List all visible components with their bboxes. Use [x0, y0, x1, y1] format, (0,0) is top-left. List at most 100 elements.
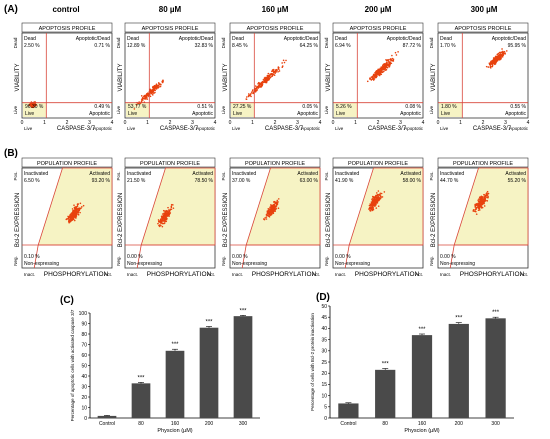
y-axis-live-label: Live	[13, 105, 18, 114]
apoptosis-event-dot	[497, 52, 500, 55]
population-event-dot	[474, 210, 476, 213]
apoptosis-event-dot	[378, 74, 381, 77]
x-tick-label: 0	[229, 120, 232, 126]
population-event-dot	[82, 204, 85, 207]
apoptosis-event-dot	[251, 89, 254, 91]
quadrant-value-inactivated: 41.90 %	[335, 178, 354, 184]
quadrant-name-dead: Dead	[335, 36, 347, 42]
y-axis-neg-label: Neg.	[221, 256, 226, 266]
quadrant-value-inactivated: 21.50 %	[127, 178, 146, 184]
population-event-dot	[168, 212, 170, 214]
apoptosis-event-dot	[370, 79, 373, 81]
quadrant-value-live: 96.30 %	[25, 104, 44, 110]
apoptosis-event-dot	[500, 51, 503, 54]
apoptosis-x-axis-label: CASPASE-3/7	[368, 126, 407, 132]
quadrant-value-inactivated: 6.50 %	[24, 178, 40, 184]
y-axis-pos-label: Pos.	[13, 171, 18, 180]
population-event-dot	[483, 205, 486, 207]
population-event-dot	[273, 201, 276, 203]
apoptosis-event-dot	[259, 85, 261, 88]
quadrant-name-inactivated: Inactivated	[440, 171, 464, 177]
x-category-label: 200	[455, 421, 464, 427]
condition-header-control: control	[52, 5, 80, 14]
apoptosis-event-dot	[491, 64, 494, 67]
population-event-dot	[474, 206, 476, 208]
population-event-dot	[160, 224, 162, 227]
population-event-dot	[376, 195, 378, 198]
apoptosis-event-dot	[281, 62, 283, 64]
population-title: POPULATION PROFILE	[37, 161, 97, 167]
significance-marker: ***	[239, 308, 247, 314]
live-gate-fill	[231, 102, 255, 117]
population-event-dot	[265, 216, 268, 218]
population-x-axis-label: PHOSPHORYLATION	[252, 271, 317, 278]
x-tick-label: 1	[354, 120, 357, 126]
apoptosis-event-dot	[145, 96, 147, 98]
quadrant-value-activated: 78.50 %	[195, 178, 214, 184]
population-event-dot	[72, 213, 75, 216]
condition-header-300: 300 µM	[470, 5, 498, 14]
population-event-dot	[165, 217, 167, 220]
apoptosis-event-dot	[150, 90, 153, 93]
live-gate-fill	[334, 102, 358, 117]
apoptosis-event-dot	[158, 83, 160, 85]
apoptosis-event-dot	[265, 81, 268, 83]
apoptosis-event-dot	[159, 83, 162, 85]
quadrant-value-apoptotic-dead: 0.71 %	[94, 43, 110, 49]
apoptosis-event-dot	[389, 58, 392, 60]
population-event-dot	[269, 206, 272, 208]
population-event-dot	[480, 207, 483, 209]
population-event-dot	[170, 206, 173, 209]
apoptosis-event-dot	[501, 48, 503, 50]
quadrant-value-apoptotic: 0.08 %	[405, 104, 421, 110]
x-tick-label: 1	[251, 120, 254, 126]
x-tick-label: 4	[422, 120, 425, 126]
population-event-dot	[380, 196, 382, 199]
population-event-dot	[274, 202, 277, 205]
apoptosis-event-dot	[281, 66, 284, 69]
x-category-label: Control	[99, 421, 115, 427]
y-axis-live-label: Live	[221, 105, 226, 114]
population-event-dot	[481, 196, 484, 198]
apoptosis-event-dot	[485, 65, 488, 68]
apoptosis-title-box	[332, 22, 424, 33]
apoptosis-event-dot	[505, 50, 508, 52]
panel-label-c: (C)	[60, 295, 74, 306]
y-tick-label: 40	[321, 326, 327, 332]
apoptosis-event-dot	[499, 57, 501, 59]
significance-marker: ***	[382, 361, 390, 367]
population-event-dot	[481, 198, 484, 200]
apoptosis-event-dot	[387, 64, 389, 67]
apoptosis-event-dot	[374, 73, 377, 75]
panel-label-a: (A)	[4, 4, 18, 15]
significance-marker: ***	[418, 327, 426, 333]
apoptosis-event-dot	[33, 104, 35, 107]
quadrant-name-apoptotic: Apoptotic	[297, 111, 318, 117]
apoptosis-event-dot	[274, 70, 277, 73]
y-tick-label: 60	[81, 353, 87, 359]
population-event-dot	[479, 199, 481, 202]
population-event-dot	[371, 205, 374, 207]
quadrant-name-activated: Activated	[505, 171, 526, 177]
apoptosis-event-dot	[146, 94, 149, 96]
population-event-dot	[163, 216, 166, 219]
quadrant-name-apoptotic-dead: Apoptotic/Dead	[284, 36, 318, 42]
x-tick-label: 2	[169, 120, 172, 126]
apoptosis-event-dot	[374, 75, 376, 78]
population-event-dot	[75, 211, 77, 214]
quadrant-name-apoptotic-dead: Apoptotic/Dead	[76, 36, 110, 42]
quadrant-value-non-expressing: 0.00 %	[127, 254, 143, 260]
quadrant-name-apoptotic: Apoptotic	[192, 111, 213, 117]
x-tick-label: 0	[124, 120, 127, 126]
population-event-dot	[266, 211, 269, 214]
apoptosis-event-dot	[257, 82, 259, 85]
apoptosis-event-dot	[247, 95, 250, 97]
bar	[338, 403, 359, 418]
apoptosis-event-dot	[388, 66, 391, 68]
population-event-dot	[276, 199, 279, 202]
population-event-dot	[368, 208, 370, 210]
bar	[165, 350, 185, 418]
x-category-label: 300	[491, 421, 500, 427]
